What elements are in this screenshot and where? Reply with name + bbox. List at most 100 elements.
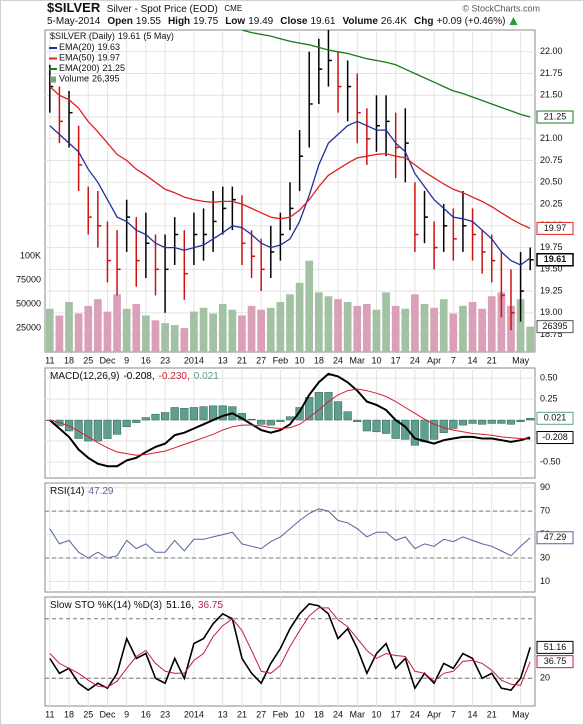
value-tag-box xyxy=(536,253,574,267)
y-tick-label: 90 xyxy=(540,482,550,492)
y-tick-label: 19.50 xyxy=(540,264,563,274)
legend-date: (5 May) xyxy=(143,31,174,41)
volume-bar xyxy=(238,315,246,352)
x-tick-label: 25 xyxy=(83,355,93,365)
y-tick-label: 19.75 xyxy=(540,242,563,252)
volume-bar xyxy=(459,305,467,352)
x-tick-label: 21 xyxy=(487,709,497,719)
y-tick-label: 18.75 xyxy=(540,329,563,339)
histogram-bar xyxy=(199,406,208,421)
quote-value: 19.61 xyxy=(310,16,335,27)
volume-bar xyxy=(372,309,381,352)
volume-bar xyxy=(142,315,150,352)
series-line xyxy=(49,86,531,229)
volume-bar xyxy=(314,292,323,352)
volume-bar xyxy=(161,323,169,352)
histogram-bar xyxy=(266,419,275,426)
value-separator: , xyxy=(191,600,194,611)
x-tick-label: 18 xyxy=(64,355,74,365)
volume-bar xyxy=(122,308,131,352)
value-separator: , xyxy=(187,371,190,382)
y-tick-label: 20.25 xyxy=(540,198,563,208)
histogram-bar xyxy=(410,419,419,446)
histogram-bar xyxy=(343,411,352,421)
legend-name: EMA(200) xyxy=(59,63,100,73)
volume-bar xyxy=(478,308,486,352)
x-tick-label: 21 xyxy=(237,355,247,365)
legend-value: 19.97 xyxy=(98,53,121,63)
quote-value: 19.49 xyxy=(248,16,273,27)
quote-label: Chg xyxy=(414,16,433,27)
histogram-bar xyxy=(141,417,150,421)
panel-title-text: RSI(14) xyxy=(50,486,84,497)
histogram-bar xyxy=(247,418,256,421)
legend-value: 19.61 xyxy=(118,31,141,41)
histogram-bar xyxy=(276,419,285,422)
y2-tick-label: 100K xyxy=(20,250,41,260)
y-tick-label: -0.50 xyxy=(540,456,561,466)
histogram-bar xyxy=(468,419,477,424)
y-tick-label: 22.00 xyxy=(540,46,563,56)
volume-bar xyxy=(487,296,496,352)
legend-entry: Volume 26,395 xyxy=(59,74,120,84)
plot-area xyxy=(45,372,535,468)
quote-label: Low xyxy=(225,16,245,27)
panel-title-value: 0.021 xyxy=(194,371,219,382)
volume-bar xyxy=(190,311,198,352)
histogram-bar xyxy=(449,419,458,429)
y-tick-label: 0.50 xyxy=(540,372,558,382)
value-tag: 0.021 xyxy=(544,413,567,423)
panel-title-text: MACD(12,26,9) xyxy=(50,371,119,382)
legend-name: Volume xyxy=(59,74,89,84)
y2-tick-label: 75000 xyxy=(16,274,41,284)
histogram-bar xyxy=(333,401,343,421)
histogram-bar xyxy=(362,419,371,432)
volume-bar xyxy=(94,299,102,352)
panel-title-value: -0.208 xyxy=(123,371,152,382)
volume-bar xyxy=(45,308,54,352)
x-tick-label: 13 xyxy=(218,355,228,365)
quote-date: 5-May-2014 xyxy=(47,16,101,27)
x-tick-label: 24 xyxy=(410,709,420,719)
quote-value: 19.55 xyxy=(136,16,161,27)
histogram-bar xyxy=(516,419,525,422)
volume-bar xyxy=(228,309,237,352)
legend-entry: EMA(50) 19.97 xyxy=(59,53,120,63)
histogram-bar xyxy=(305,397,314,421)
value-tag: 51.16 xyxy=(544,642,567,652)
quote-value: 19.75 xyxy=(193,16,218,27)
exchange: CME xyxy=(224,4,242,13)
histogram-bar xyxy=(170,407,179,421)
panel-title: MACD(12,26,9) -0.208, -0.230, 0.021 xyxy=(50,371,219,382)
x-tick-label: Apr xyxy=(427,709,441,719)
x-tick-label: 9 xyxy=(124,355,129,365)
x-tick-label: 16 xyxy=(141,709,151,719)
x-tick-label: 23 xyxy=(160,709,170,719)
volume-bar xyxy=(497,292,506,352)
x-tick-label: 14 xyxy=(468,709,478,719)
histogram-bar xyxy=(458,419,468,426)
volume-bar xyxy=(353,305,362,352)
x-tick-label: 7 xyxy=(451,709,456,719)
volume-bar xyxy=(391,305,400,352)
volume-bar xyxy=(449,313,458,352)
x-tick-label: 18 xyxy=(314,355,324,365)
legend-swatch xyxy=(50,76,56,83)
x-tick-label: 23 xyxy=(160,355,170,365)
panel-title-text: Slow STO %K(14) %D(3) xyxy=(50,600,162,611)
x-tick-label: 24 xyxy=(410,355,420,365)
x-tick-label: Dec xyxy=(99,709,116,719)
legend-entry: $SILVER (Daily) 19.61 (5 May) xyxy=(50,31,174,41)
legend-entry: EMA(20) 19.63 xyxy=(59,42,120,52)
x-tick-label: 11 xyxy=(45,709,54,719)
legend-entry: EMA(200) 21.25 xyxy=(59,63,125,73)
legend-value: 19.63 xyxy=(98,42,121,52)
histogram-bar xyxy=(324,392,333,421)
histogram-bar xyxy=(497,419,506,424)
value-tag: -0.208 xyxy=(542,432,568,442)
value-tag-box xyxy=(536,110,574,124)
histogram-bar xyxy=(381,419,391,434)
quote-label: Close xyxy=(280,16,308,27)
y-tick-label: 30 xyxy=(540,552,550,562)
